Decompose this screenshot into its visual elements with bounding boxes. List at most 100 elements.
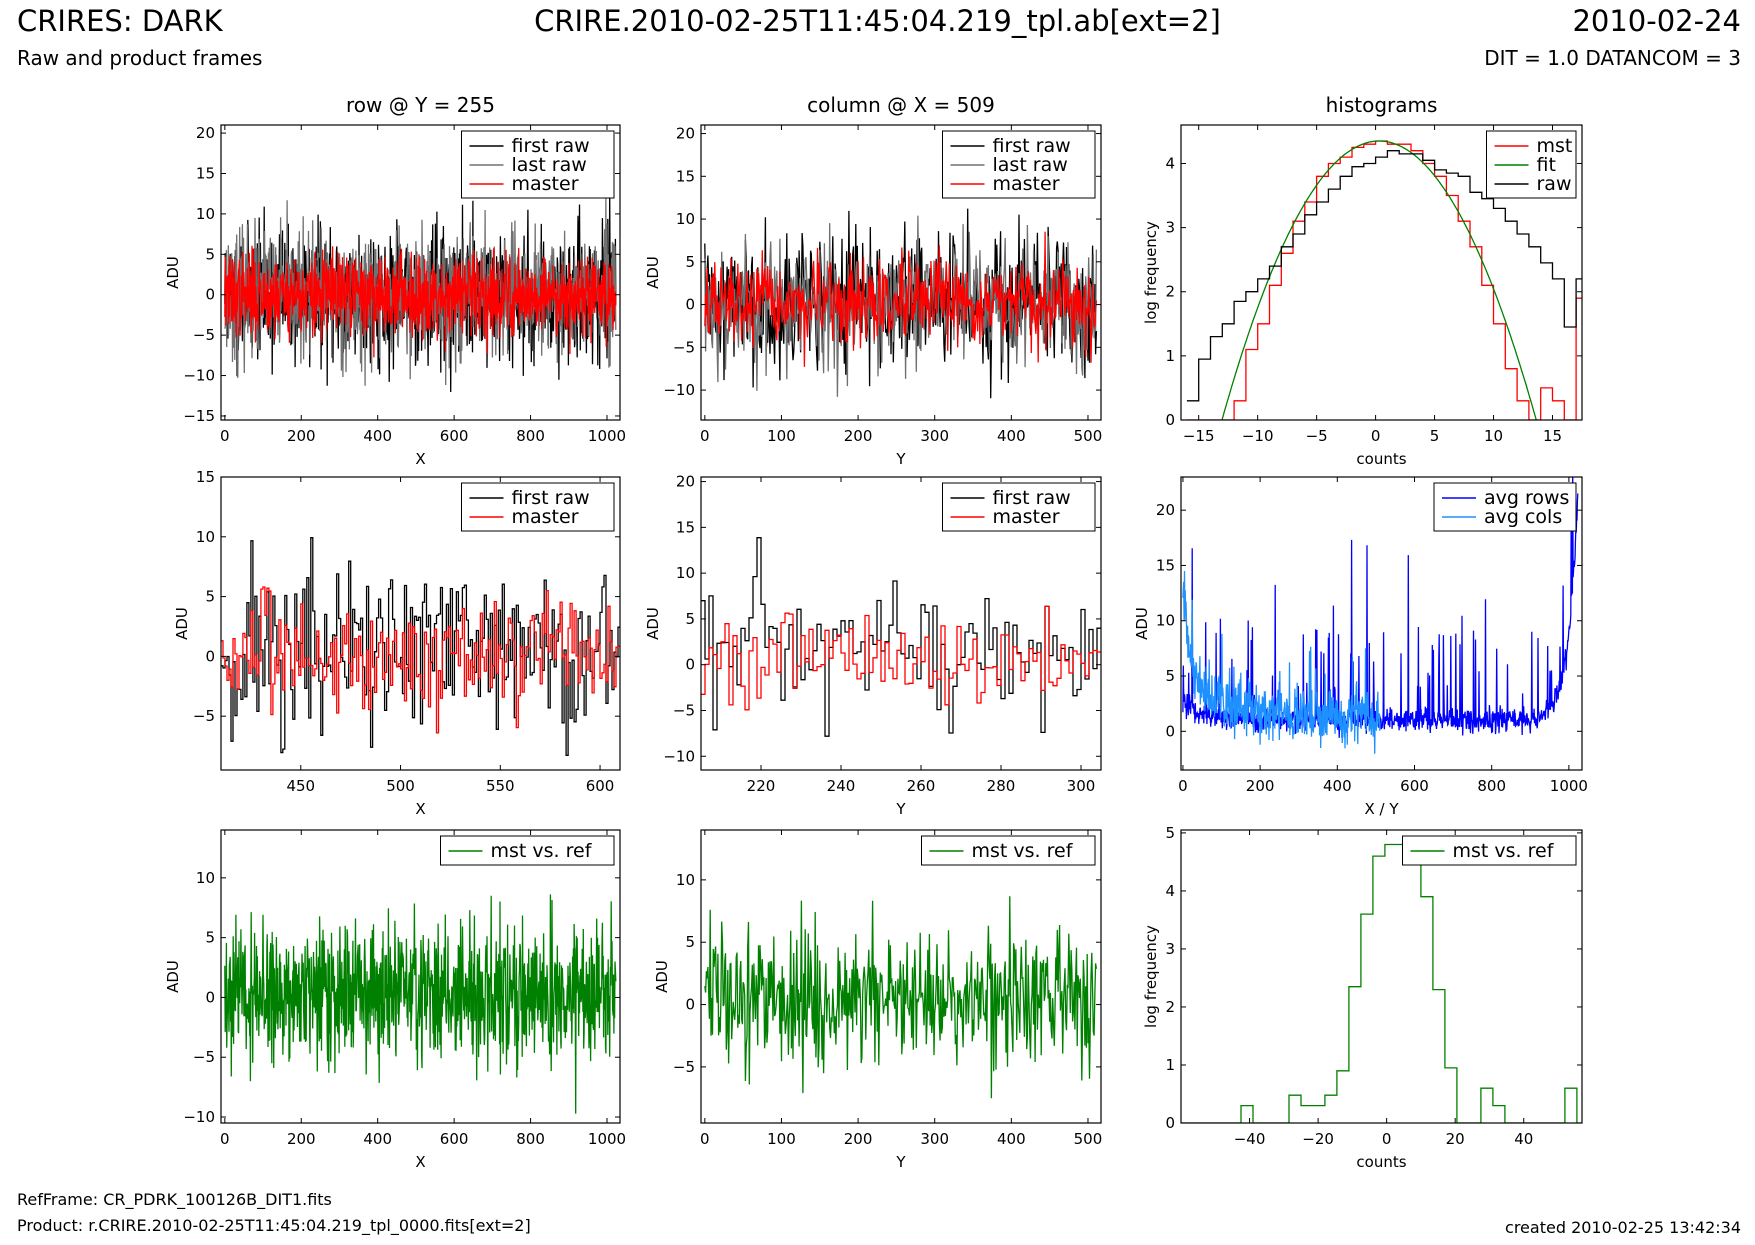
x-tick-label: 600 — [440, 1130, 469, 1148]
y-tick-label: 2 — [1165, 998, 1175, 1016]
y-tick-label: 0 — [685, 996, 695, 1014]
legend-entry: master — [512, 173, 579, 195]
plot-frame — [700, 124, 1102, 421]
y-tick-label: 10 — [196, 205, 215, 223]
y-tick-label: −10 — [183, 367, 215, 385]
x-tick-label: 220 — [747, 777, 776, 795]
legend-entry: first raw — [512, 487, 590, 509]
x-tick-label: 1000 — [588, 1130, 626, 1148]
y-tick-label: 0 — [205, 988, 215, 1006]
legend-entry: mst — [1537, 135, 1573, 157]
y-tick-label: −5 — [673, 701, 695, 719]
series-line-mst-vs-ref — [224, 894, 617, 1114]
y-tick-label: 0 — [205, 647, 215, 665]
chart-col-zoom: 220 240 260 280 300 −10 −5 0 5 10 15 20 Y ADU first ra… — [644, 473, 1102, 818]
y-tick-label: 20 — [196, 124, 215, 142]
chart-diff-col: 0 100 200 300 400 500 −5 0 5 10 Y ADU mst vs. ref — [653, 829, 1103, 1171]
y-tick-label: 0 — [1165, 1114, 1175, 1132]
y-tick-label: 20 — [676, 125, 695, 143]
legend-entry: first raw — [993, 487, 1071, 509]
chart-diff-row: 0 200 400 600 800 1000 −10 −5 0 5 10 X ADU mst vs. re… — [164, 829, 626, 1171]
y-tick-label: 15 — [196, 164, 215, 182]
chart-title: column @ X = 509 — [807, 93, 995, 117]
y-tick-label: −10 — [183, 1108, 215, 1126]
y-tick-label: 3 — [1165, 940, 1175, 958]
y-tick-label: −5 — [193, 326, 215, 344]
y-tick-label: 4 — [1165, 154, 1175, 172]
x-axis-label: X — [415, 800, 425, 818]
x-tick-label: 40 — [1514, 1130, 1533, 1148]
y-tick-label: 4 — [1165, 882, 1175, 900]
y-tick-label: 0 — [1165, 722, 1175, 740]
chart-hist-raw: −15 −10 −5 0 5 10 15 0 1 2 3 4 counts log frequency hi… — [1142, 93, 1583, 468]
series-line-master — [701, 605, 1101, 711]
x-tick-label: 600 — [440, 427, 469, 445]
legend-entry: master — [512, 506, 579, 528]
x-tick-label: 0 — [1371, 427, 1381, 445]
y-axis-label: ADU — [644, 256, 662, 289]
plot-frame — [220, 124, 621, 421]
y-tick-label: −5 — [673, 1058, 695, 1076]
x-tick-label: 0 — [1178, 777, 1188, 795]
x-tick-label: 0 — [1382, 1130, 1392, 1148]
x-tick-label: 200 — [844, 427, 873, 445]
y-tick-label: 5 — [205, 245, 215, 263]
x-tick-label: 1000 — [588, 427, 626, 445]
x-axis-label: X — [415, 450, 425, 468]
y-axis-label: ADU — [173, 607, 191, 640]
y-tick-label: 5 — [205, 929, 215, 947]
x-tick-label: 400 — [363, 1130, 392, 1148]
x-tick-label: 550 — [486, 777, 515, 795]
legend: mst vs. ref — [1402, 835, 1577, 866]
chart-title: histograms — [1326, 93, 1438, 117]
y-tick-label: 5 — [205, 588, 215, 606]
y-tick-label: 10 — [196, 869, 215, 887]
y-tick-label: 0 — [685, 656, 695, 674]
x-axis-label: Y — [895, 1153, 906, 1171]
y-tick-label: 5 — [685, 253, 695, 271]
y-tick-label: 15 — [196, 468, 215, 486]
y-tick-label: −5 — [673, 338, 695, 356]
x-tick-label: 100 — [767, 427, 796, 445]
x-axis-label: X — [415, 1153, 425, 1171]
x-tick-label: 500 — [1074, 1130, 1103, 1148]
x-tick-label: 280 — [987, 777, 1016, 795]
chart-title: row @ Y = 255 — [346, 93, 495, 117]
legend-entry: mst vs. ref — [1453, 840, 1555, 862]
plot-frame — [700, 829, 1102, 1124]
legend-entry: first raw — [993, 135, 1071, 157]
x-tick-label: 240 — [827, 777, 856, 795]
product-label: Product: r.CRIRE.2010-02-25T11:45:04.219… — [17, 1216, 531, 1235]
x-tick-label: 300 — [920, 1130, 949, 1148]
x-tick-label: 100 — [767, 1130, 796, 1148]
y-tick-label: 15 — [676, 167, 695, 185]
x-tick-label: 400 — [997, 1130, 1026, 1148]
x-tick-label: 800 — [1477, 777, 1506, 795]
y-tick-label: 1 — [1165, 1056, 1175, 1074]
x-tick-label: −20 — [1302, 1130, 1334, 1148]
x-tick-label: 600 — [1400, 777, 1429, 795]
plot-frame — [1180, 476, 1583, 771]
plot-area — [1181, 830, 1582, 1123]
legend-entry: mst vs. ref — [491, 840, 593, 862]
x-tick-label: 5 — [1430, 427, 1440, 445]
created-timestamp: created 2010-02-25 13:42:34 — [1505, 1218, 1741, 1237]
legend-entry: last raw — [993, 154, 1068, 176]
x-tick-label: 400 — [997, 427, 1026, 445]
file-name: CRIRE.2010-02-25T11:45:04.219_tpl.ab[ext… — [534, 4, 1221, 38]
series-line-fit — [1221, 140, 1537, 420]
x-tick-label: 200 — [287, 427, 316, 445]
x-tick-label: 200 — [844, 1130, 873, 1148]
y-tick-label: −5 — [193, 707, 215, 725]
series-line-avg-cols — [1182, 570, 1381, 754]
series-line-master — [224, 245, 617, 358]
x-tick-label: −40 — [1234, 1130, 1266, 1148]
plot-frame — [220, 476, 621, 771]
y-tick-label: 2 — [1165, 283, 1175, 301]
series-line-master — [221, 586, 620, 734]
x-axis-label: Y — [895, 800, 906, 818]
x-tick-label: 450 — [286, 777, 315, 795]
page-subtitle: Raw and product frames — [17, 46, 263, 70]
